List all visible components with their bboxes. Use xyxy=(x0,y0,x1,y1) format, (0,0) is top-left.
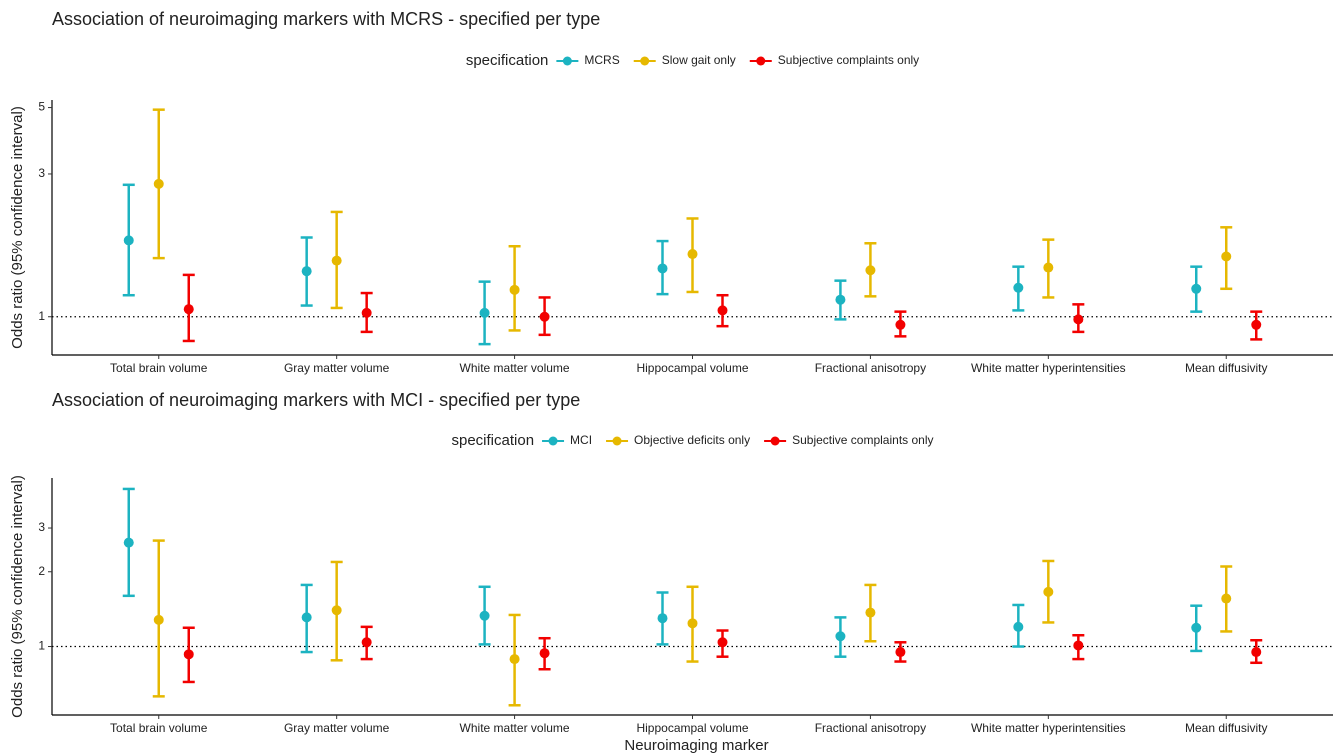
point xyxy=(1043,586,1054,597)
point xyxy=(865,265,876,276)
point xyxy=(153,178,164,189)
legend-label: Objective deficits only xyxy=(634,433,750,447)
point xyxy=(1251,647,1262,658)
legend-key-dot xyxy=(548,436,558,446)
legend-label: Slow gait only xyxy=(662,53,736,67)
x-tick-label: Total brain volume xyxy=(110,721,208,735)
point xyxy=(835,631,846,642)
point xyxy=(657,263,668,274)
point xyxy=(539,311,550,322)
y-tick-label: 1 xyxy=(38,309,45,323)
y-tick-label: 3 xyxy=(38,520,45,534)
point xyxy=(539,648,550,659)
point xyxy=(717,305,728,316)
x-tick-label: White matter volume xyxy=(460,361,570,375)
x-tick-label: Mean diffusivity xyxy=(1185,721,1267,735)
point xyxy=(1073,314,1084,325)
point xyxy=(331,605,342,616)
y-tick-label: 1 xyxy=(38,639,45,653)
x-tick-label: Mean diffusivity xyxy=(1185,361,1267,375)
point xyxy=(865,607,876,618)
point xyxy=(657,613,668,624)
x-tick-label: White matter hyperintensities xyxy=(971,361,1126,375)
legend-label: MCI xyxy=(570,433,592,447)
legend-title: specification xyxy=(466,52,549,69)
x-tick-label: Gray matter volume xyxy=(284,361,390,375)
chart-title: Association of neuroimaging markers with… xyxy=(52,9,600,29)
point xyxy=(361,637,372,648)
point xyxy=(895,319,906,330)
x-tick-label: Gray matter volume xyxy=(284,721,390,735)
point xyxy=(479,610,490,621)
y-tick-label: 3 xyxy=(38,166,45,180)
point xyxy=(687,249,698,260)
point xyxy=(509,654,520,665)
point xyxy=(479,307,490,318)
chart-title: Association of neuroimaging markers with… xyxy=(52,390,580,410)
x-tick-label: Fractional anisotropy xyxy=(815,721,926,735)
x-tick-label: White matter hyperintensities xyxy=(971,721,1126,735)
point xyxy=(123,537,134,548)
point xyxy=(1191,622,1202,633)
point xyxy=(509,284,520,295)
legend-title: specification xyxy=(451,432,534,449)
legend-key-dot xyxy=(756,56,766,66)
x-axis-title: Neuroimaging marker xyxy=(624,737,768,754)
legend-key-dot xyxy=(562,56,572,66)
legend-label: Subjective complaints only xyxy=(792,433,933,447)
point xyxy=(717,637,728,648)
point xyxy=(1013,621,1024,632)
point xyxy=(301,266,312,277)
point xyxy=(331,255,342,266)
legend-key-dot xyxy=(612,436,622,446)
point xyxy=(1073,640,1084,651)
point xyxy=(153,614,164,625)
point xyxy=(1013,282,1024,293)
point xyxy=(835,294,846,305)
legend-key-dot xyxy=(770,436,780,446)
point xyxy=(1191,283,1202,294)
legend-label: Subjective complaints only xyxy=(778,53,919,67)
y-tick-label: 2 xyxy=(38,564,45,578)
point xyxy=(1221,251,1232,262)
point xyxy=(123,235,134,246)
point xyxy=(1251,319,1262,330)
point xyxy=(301,612,312,623)
point xyxy=(895,647,906,658)
legend-label: MCRS xyxy=(584,53,619,67)
x-tick-label: Fractional anisotropy xyxy=(815,361,926,375)
y-axis-title: Odds ratio (95% confidence interval) xyxy=(9,475,26,718)
x-tick-label: Hippocampal volume xyxy=(636,361,748,375)
x-tick-label: Hippocampal volume xyxy=(636,721,748,735)
y-tick-label: 5 xyxy=(38,100,45,114)
legend-key-dot xyxy=(640,56,650,66)
point xyxy=(1221,593,1232,604)
point xyxy=(183,304,194,315)
point xyxy=(1043,262,1054,273)
x-tick-label: White matter volume xyxy=(460,721,570,735)
point xyxy=(183,649,194,660)
point xyxy=(361,307,372,318)
legend: specification MCRS Slow gait only Subjectiv… xyxy=(466,52,919,69)
y-axis-title: Odds ratio (95% confidence interval) xyxy=(9,106,26,349)
x-tick-label: Total brain volume xyxy=(110,361,208,375)
point xyxy=(687,618,698,629)
legend: specification MCI Objective deficits only S… xyxy=(451,432,933,449)
